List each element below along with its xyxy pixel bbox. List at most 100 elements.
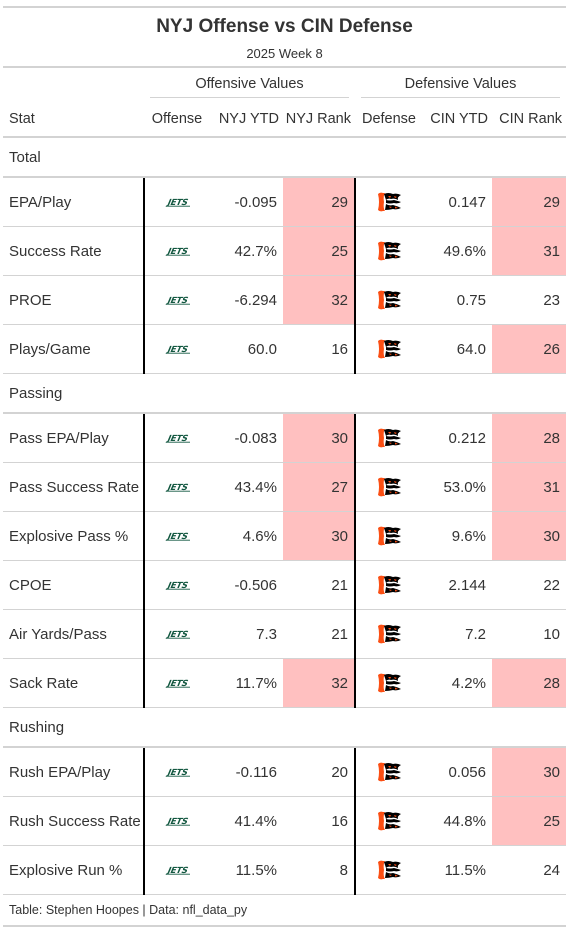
offense-logo-cell: JETS bbox=[143, 746, 210, 797]
jets-logo-icon: JETS bbox=[164, 866, 190, 875]
nyj-ytd-value: 43.4% bbox=[210, 462, 283, 512]
defense-logo-cell bbox=[354, 609, 423, 659]
jets-logo-icon: JETS bbox=[164, 198, 190, 207]
defense-spanner: Defensive Values bbox=[355, 68, 566, 102]
cin-rank-value: 10 bbox=[492, 609, 567, 659]
cin-rank-value: 28 bbox=[492, 412, 567, 463]
nyj-rank-value: 29 bbox=[283, 176, 355, 227]
cin-rank-value: 30 bbox=[492, 746, 567, 797]
cin-rank-value: 31 bbox=[492, 226, 567, 276]
svg-text:JETS: JETS bbox=[164, 198, 188, 207]
svg-text:JETS: JETS bbox=[164, 581, 188, 590]
source-note: Table: Stephen Hoopes | Data: nfl_data_p… bbox=[3, 895, 566, 927]
nyj-ytd-value: 7.3 bbox=[210, 609, 283, 659]
cin-rank-value: 26 bbox=[492, 324, 567, 374]
nyj-ytd-value: 11.7% bbox=[210, 658, 283, 708]
jets-logo-icon: JETS bbox=[164, 532, 190, 541]
nyj-ytd-value: 42.7% bbox=[210, 226, 283, 276]
cin-rank-value: 28 bbox=[492, 658, 567, 708]
table-row: Rush Success Rate JETS 41.4% 16 44.8% 25 bbox=[3, 796, 567, 846]
nyj-rank-value: 30 bbox=[283, 511, 355, 561]
cin-rank-value: 31 bbox=[492, 462, 567, 512]
bengals-logo-icon bbox=[377, 526, 401, 546]
nyj-rank-value: 21 bbox=[283, 609, 355, 659]
offense-logo-cell: JETS bbox=[143, 226, 210, 276]
nyj-rank-value: 8 bbox=[283, 845, 355, 895]
jets-logo-icon: JETS bbox=[164, 247, 190, 256]
cin-ytd-value: 7.2 bbox=[423, 609, 492, 659]
table-body: Total EPA/Play JETS -0.095 29 0.147 29 Succe… bbox=[3, 137, 567, 895]
col-header-cin-ytd: CIN YTD bbox=[423, 102, 492, 138]
group-label: Passing bbox=[3, 373, 567, 414]
col-header-offense: Offense bbox=[144, 102, 210, 138]
jets-logo-icon: JETS bbox=[164, 434, 190, 443]
col-header-nyj-rank: NYJ Rank bbox=[283, 102, 355, 138]
offense-logo-cell: JETS bbox=[143, 658, 210, 708]
offense-logo-cell: JETS bbox=[143, 275, 210, 325]
cin-rank-value: 29 bbox=[492, 176, 567, 227]
nyj-ytd-value: -6.294 bbox=[210, 275, 283, 325]
nyj-rank-value: 21 bbox=[283, 560, 355, 610]
bengals-logo-icon bbox=[377, 477, 401, 497]
jets-logo-icon: JETS bbox=[164, 630, 190, 639]
nyj-ytd-value: -0.506 bbox=[210, 560, 283, 610]
svg-text:JETS: JETS bbox=[164, 630, 188, 639]
svg-text:JETS: JETS bbox=[164, 532, 188, 541]
stat-label: PROE bbox=[3, 275, 144, 325]
bengals-logo-icon bbox=[377, 241, 401, 261]
comparison-table-card: NYJ Offense vs CIN Defense 2025 Week 8 O… bbox=[3, 6, 567, 927]
stat-label: Pass EPA/Play bbox=[3, 412, 144, 463]
nyj-ytd-value: -0.116 bbox=[210, 746, 283, 797]
stat-label: Explosive Pass % bbox=[3, 511, 144, 561]
offense-logo-cell: JETS bbox=[143, 176, 210, 227]
jets-logo-icon: JETS bbox=[164, 483, 190, 492]
nyj-ytd-value: -0.095 bbox=[210, 176, 283, 227]
stat-label: Plays/Game bbox=[3, 324, 144, 374]
bengals-logo-icon bbox=[377, 428, 401, 448]
nyj-rank-value: 27 bbox=[283, 462, 355, 512]
jets-logo-icon: JETS bbox=[164, 345, 190, 354]
cin-rank-value: 22 bbox=[492, 560, 567, 610]
nyj-rank-value: 32 bbox=[283, 658, 355, 708]
defense-logo-cell bbox=[354, 746, 423, 797]
cin-ytd-value: 0.056 bbox=[423, 746, 492, 797]
nyj-ytd-value: 60.0 bbox=[210, 324, 283, 374]
defense-logo-cell bbox=[354, 511, 423, 561]
cin-rank-value: 30 bbox=[492, 511, 567, 561]
svg-text:JETS: JETS bbox=[164, 345, 188, 354]
group-label: Total bbox=[3, 137, 567, 178]
cin-ytd-value: 44.8% bbox=[423, 796, 492, 846]
table-row: Pass Success Rate JETS 43.4% 27 53.0% 31 bbox=[3, 462, 567, 512]
cin-ytd-value: 49.6% bbox=[423, 226, 492, 276]
offense-logo-cell: JETS bbox=[143, 412, 210, 463]
group-header-row: Rushing bbox=[3, 707, 567, 748]
defense-logo-cell bbox=[354, 462, 423, 512]
jets-logo-icon: JETS bbox=[164, 581, 190, 590]
nyj-rank-value: 30 bbox=[283, 412, 355, 463]
table-row: Explosive Pass % JETS 4.6% 30 9.6% 30 bbox=[3, 511, 567, 561]
svg-text:JETS: JETS bbox=[164, 866, 188, 875]
svg-text:JETS: JETS bbox=[164, 817, 188, 826]
stat-label: Success Rate bbox=[3, 226, 144, 276]
offense-logo-cell: JETS bbox=[143, 462, 210, 512]
table-row: Sack Rate JETS 11.7% 32 4.2% 28 bbox=[3, 658, 567, 708]
nyj-rank-value: 20 bbox=[283, 746, 355, 797]
cin-rank-value: 23 bbox=[492, 275, 567, 325]
offense-logo-cell: JETS bbox=[143, 845, 210, 895]
nyj-ytd-value: -0.083 bbox=[210, 412, 283, 463]
table-row: Air Yards/Pass JETS 7.3 21 7.2 10 bbox=[3, 609, 567, 659]
bengals-logo-icon bbox=[377, 290, 401, 310]
stat-label: Sack Rate bbox=[3, 658, 144, 708]
nyj-ytd-value: 4.6% bbox=[210, 511, 283, 561]
cin-ytd-value: 64.0 bbox=[423, 324, 492, 374]
defense-logo-cell bbox=[354, 412, 423, 463]
table-row: CPOE JETS -0.506 21 2.144 22 bbox=[3, 560, 567, 610]
stat-label: Explosive Run % bbox=[3, 845, 144, 895]
col-header-cin-rank: CIN Rank bbox=[492, 102, 567, 138]
col-header-stat: Stat bbox=[3, 102, 144, 138]
cin-ytd-value: 9.6% bbox=[423, 511, 492, 561]
svg-text:JETS: JETS bbox=[164, 296, 188, 305]
jets-logo-icon: JETS bbox=[164, 296, 190, 305]
nyj-rank-value: 16 bbox=[283, 796, 355, 846]
defense-logo-cell bbox=[354, 658, 423, 708]
